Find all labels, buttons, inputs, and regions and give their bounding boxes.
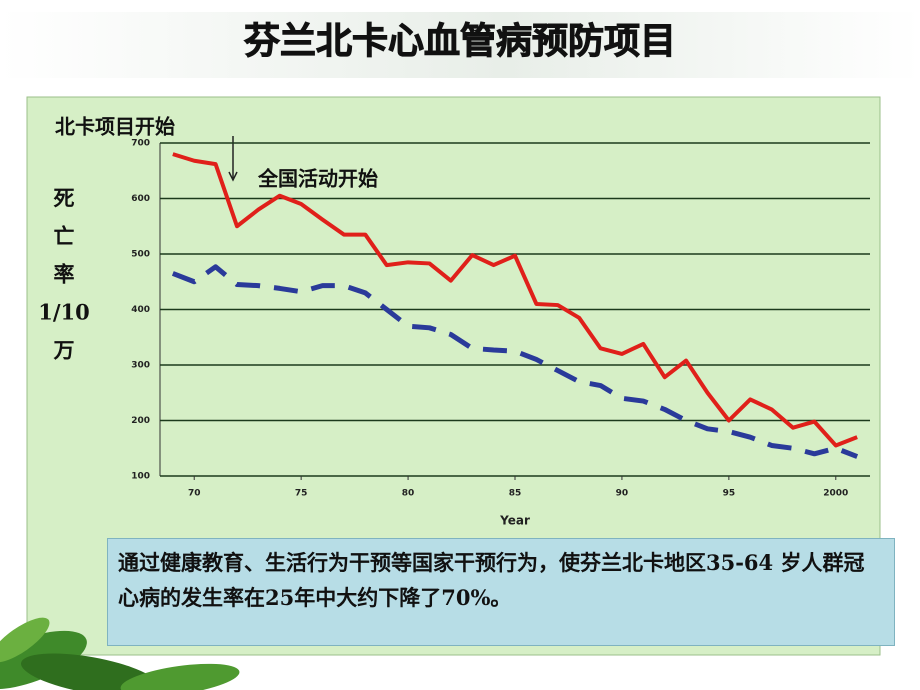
annotation: 全国活动开始 [257, 167, 378, 191]
y-axis-label: 率 [54, 262, 75, 287]
leaves [0, 617, 240, 690]
title-bar [0, 12, 920, 78]
x-tick-label: 70 [188, 489, 201, 499]
x-tick-label: 90 [616, 489, 629, 499]
x-tick-label: 85 [509, 489, 522, 499]
y-tick-label: 400 [131, 305, 150, 315]
series-line [172, 152, 858, 448]
y-tick-label: 200 [131, 416, 150, 426]
slide-title: 芬兰北卡心血管病预防项目 [244, 20, 676, 62]
x-tick-label: 2000 [823, 489, 848, 499]
x-axis-label: Year [499, 514, 530, 528]
y-tick-label: 100 [131, 472, 150, 482]
y-axis-label: 1/10 [38, 300, 90, 325]
y-tick-label: 300 [131, 361, 150, 371]
arrow-head [228, 171, 238, 182]
x-tick-label: 80 [402, 489, 415, 499]
series-line [171, 264, 859, 459]
x-tick-label: 75 [295, 489, 308, 499]
x-tick-label: 95 [723, 489, 736, 499]
y-tick-label: 500 [131, 250, 150, 260]
y-tick-label: 700 [131, 139, 150, 149]
y-axis-label: 亡 [54, 224, 75, 249]
y-axis-label: 死 [54, 186, 75, 211]
y-tick-label: 600 [131, 194, 150, 204]
annotation: 北卡项目开始 [55, 115, 175, 139]
y-axis-label: 万 [53, 338, 75, 363]
caption: 通过健康教育、生活行为干预等国家干预行为，使芬兰北卡地区35-64 岁人群冠心病… [107, 538, 895, 646]
